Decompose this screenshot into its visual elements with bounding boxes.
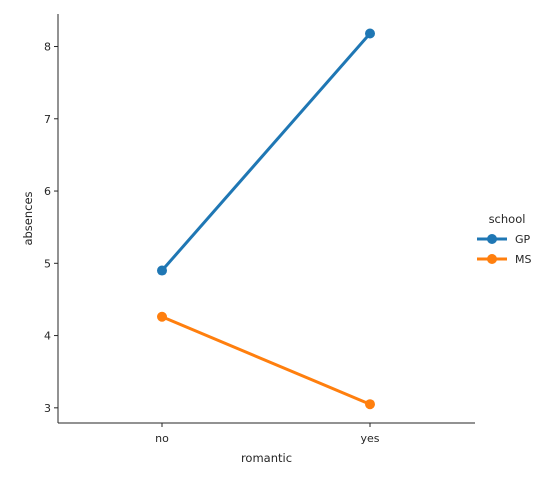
legend-swatch-marker: [487, 234, 497, 244]
series-gp: [157, 28, 375, 276]
legend-label: MS: [515, 253, 531, 266]
x-tick-label: no: [155, 432, 169, 445]
data-point-gp-no: [157, 265, 167, 276]
y-tick-label: 4: [44, 330, 51, 343]
legend-swatch-marker: [487, 254, 497, 264]
x-tick-label: yes: [360, 432, 379, 445]
y-tick-label: 3: [44, 402, 51, 415]
series-group: [157, 28, 375, 410]
series-line-gp: [160, 32, 372, 272]
data-point-ms-no: [157, 311, 167, 322]
data-point-gp-yes: [365, 28, 375, 39]
legend-item-ms: MS: [477, 253, 531, 266]
y-axis-label: absences: [21, 191, 35, 245]
y-tick-label: 6: [44, 185, 51, 198]
y-tick-label: 5: [44, 257, 51, 270]
legend: school GP MS: [477, 212, 531, 266]
series-line-ms: [161, 315, 371, 406]
x-axis-label: romantic: [241, 451, 292, 465]
data-point-ms-yes: [365, 399, 375, 410]
axes: [57, 14, 475, 424]
legend-title: school: [489, 212, 526, 226]
legend-items: GP MS: [477, 233, 531, 266]
legend-item-gp: GP: [477, 233, 531, 246]
y-tick-label: 7: [44, 113, 51, 126]
y-ticks: 3 4 5 6 7 8: [44, 41, 58, 415]
x-ticks: no yes: [155, 423, 380, 445]
series-ms: [157, 311, 375, 410]
legend-label: GP: [515, 233, 531, 246]
y-tick-label: 8: [44, 41, 51, 54]
